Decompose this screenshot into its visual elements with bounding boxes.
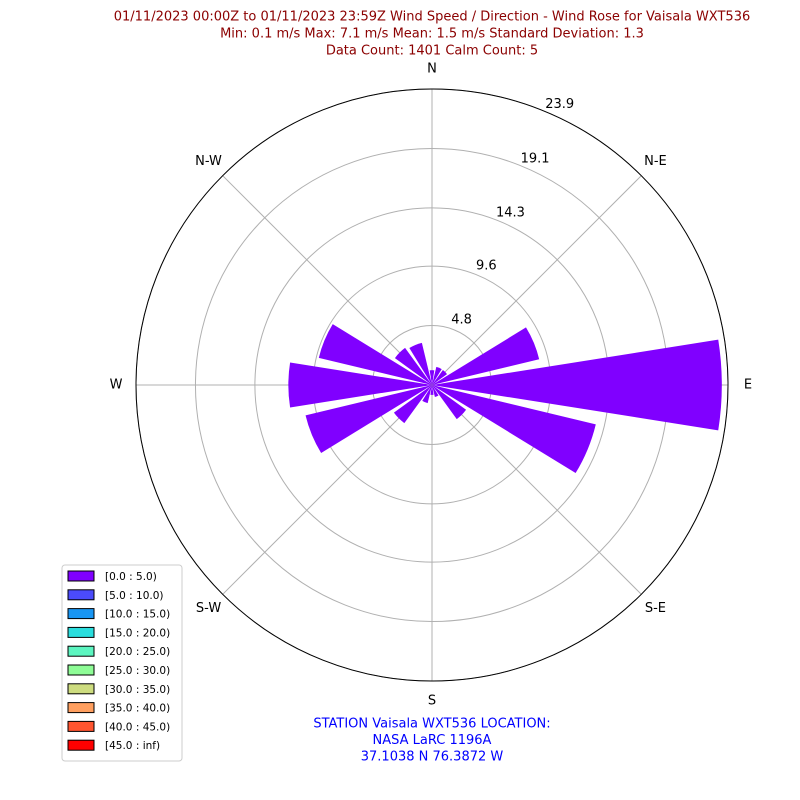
radial-tick-label: 23.9 [545, 97, 574, 112]
wind-wedge [432, 327, 540, 385]
wind-wedge [432, 385, 596, 474]
chart-title: Min: 0.1 m/s Max: 7.1 m/s Mean: 1.5 m/s … [220, 27, 644, 42]
station-footer: 37.1038 N 76.3872 W [361, 750, 504, 765]
legend-label: [40.0 : 45.0) [105, 721, 170, 733]
spoke [431, 384, 642, 595]
legend-label: [35.0 : 40.0) [105, 703, 170, 715]
outer-ring [135, 88, 729, 682]
wind-wedge [429, 370, 435, 385]
wind-wedge [432, 369, 448, 385]
legend-label: [0.0 : 5.0) [105, 571, 157, 583]
direction-label: N-W [195, 154, 222, 169]
legend-swatch [67, 589, 95, 601]
wind-wedge [409, 342, 432, 385]
spoke [222, 384, 433, 595]
legend-swatch [67, 739, 95, 751]
wind-wedge [318, 324, 432, 385]
direction-label: S-E [645, 601, 666, 616]
legend-swatch [67, 683, 95, 695]
chart-title: 01/11/2023 00:00Z to 01/11/2023 23:59Z W… [114, 10, 751, 25]
legend-swatch [67, 626, 95, 638]
station-footer: NASA LaRC 1196A [373, 733, 492, 748]
spoke [431, 175, 642, 386]
legend-label: [5.0 : 10.0) [105, 590, 163, 602]
wind-wedge [393, 385, 432, 424]
wind-wedge [432, 385, 467, 420]
chart-title: Data Count: 1401 Calm Count: 5 [326, 44, 538, 59]
direction-label: N [427, 62, 437, 77]
radial-tick-label: 9.6 [476, 258, 497, 273]
legend-label: [20.0 : 25.0) [105, 646, 170, 658]
legend-swatch [67, 664, 95, 676]
direction-label: S [428, 694, 436, 709]
radial-tick-label: 14.3 [496, 205, 525, 220]
legend-label: [45.0 : inf) [105, 740, 160, 752]
legend-label: [10.0 : 15.0) [105, 609, 170, 621]
wind-wedge [394, 347, 432, 385]
legend-label: [30.0 : 35.0) [105, 684, 170, 696]
wind-wedge [432, 385, 439, 398]
spoke [222, 175, 433, 386]
direction-label: W [110, 378, 123, 393]
legend-swatch [67, 645, 95, 657]
direction-label: N-E [644, 154, 667, 169]
wind-wedge [422, 385, 432, 404]
legend-swatch [67, 608, 95, 620]
station-footer: STATION Vaisala WXT536 LOCATION: [313, 717, 550, 732]
wind-wedge [305, 385, 432, 453]
legend-swatch [67, 702, 95, 714]
legend-label: [25.0 : 30.0) [105, 665, 170, 677]
radial-tick-label: 4.8 [451, 312, 472, 327]
wind-wedge [432, 366, 442, 385]
wind-wedge [432, 339, 722, 431]
wind-wedge [288, 362, 432, 408]
direction-label: E [744, 378, 752, 393]
radial-tick-label: 19.1 [521, 151, 550, 166]
legend-label: [15.0 : 20.0) [105, 627, 170, 639]
wind-wedge [430, 385, 434, 395]
legend-swatch [67, 570, 95, 582]
direction-label: S-W [196, 601, 221, 616]
legend-swatch [67, 720, 95, 732]
